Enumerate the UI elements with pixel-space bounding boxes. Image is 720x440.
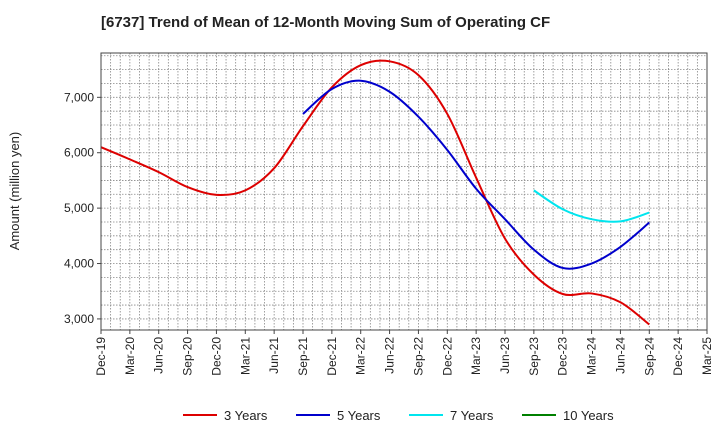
x-tick-label: Dec-19	[94, 337, 108, 376]
x-tick-label: Mar-23	[469, 337, 483, 375]
x-tick-label: Sep-24	[642, 337, 656, 376]
x-tick-label: Mar-25	[700, 337, 714, 375]
x-tick-label: Dec-22	[440, 337, 454, 376]
y-tick-label: 4,000	[64, 257, 94, 271]
x-tick-label: Dec-24	[671, 337, 685, 376]
x-axis-ticks: Dec-19 Mar-20 Jun-20 Sep-20 Dec-20 Mar-21 Jun-…	[94, 330, 714, 376]
x-tick-label: Mar-22	[354, 337, 368, 375]
legend-label-7-years: 7 Years	[450, 408, 494, 423]
y-tick-label: 7,000	[64, 90, 94, 104]
x-tick-label: Mar-24	[585, 337, 599, 375]
x-tick-label: Sep-23	[527, 337, 541, 376]
x-tick-label: Dec-23	[556, 337, 570, 376]
x-tick-label: Jun-23	[498, 337, 512, 374]
legend-label-10-years: 10 Years	[563, 408, 614, 423]
x-tick-label: Mar-20	[123, 337, 137, 375]
x-tick-label: Jun-22	[383, 337, 397, 374]
series-line-3-years	[100, 59, 650, 326]
legend-label-5-years: 5 Years	[337, 408, 381, 423]
y-axis-ticks: 3,000 4,000 5,000 6,000 7,000	[64, 90, 101, 326]
x-tick-label: Dec-21	[325, 337, 339, 376]
plot-background	[101, 53, 707, 330]
x-tick-label: Sep-21	[296, 337, 310, 376]
plot-border	[100, 52, 708, 331]
x-tick-label: Jun-20	[152, 337, 166, 374]
y-tick-label: 3,000	[64, 312, 94, 326]
x-tick-label: Sep-20	[181, 337, 195, 376]
chart-title: [6737] Trend of Mean of 12-Month Moving …	[101, 14, 551, 31]
x-tick-label: Jun-21	[267, 337, 281, 374]
horizontal-gridlines	[101, 55, 707, 320]
y-tick-label: 5,000	[64, 201, 94, 215]
y-axis-label: Amount (million yen)	[7, 132, 22, 251]
legend-label-3-years: 3 Years	[224, 408, 268, 423]
legend: 3 Years 5 Years 7 Years 10 Years	[183, 408, 614, 423]
y-tick-label: 6,000	[64, 146, 94, 160]
series-line-5-years	[302, 79, 650, 270]
x-tick-label: Mar-21	[238, 337, 252, 375]
x-tick-label: Dec-20	[209, 337, 223, 376]
x-tick-label: Sep-22	[411, 337, 425, 376]
series-line-7-years	[533, 189, 650, 223]
x-tick-label: Jun-24	[613, 337, 627, 374]
series-lines	[100, 59, 650, 326]
